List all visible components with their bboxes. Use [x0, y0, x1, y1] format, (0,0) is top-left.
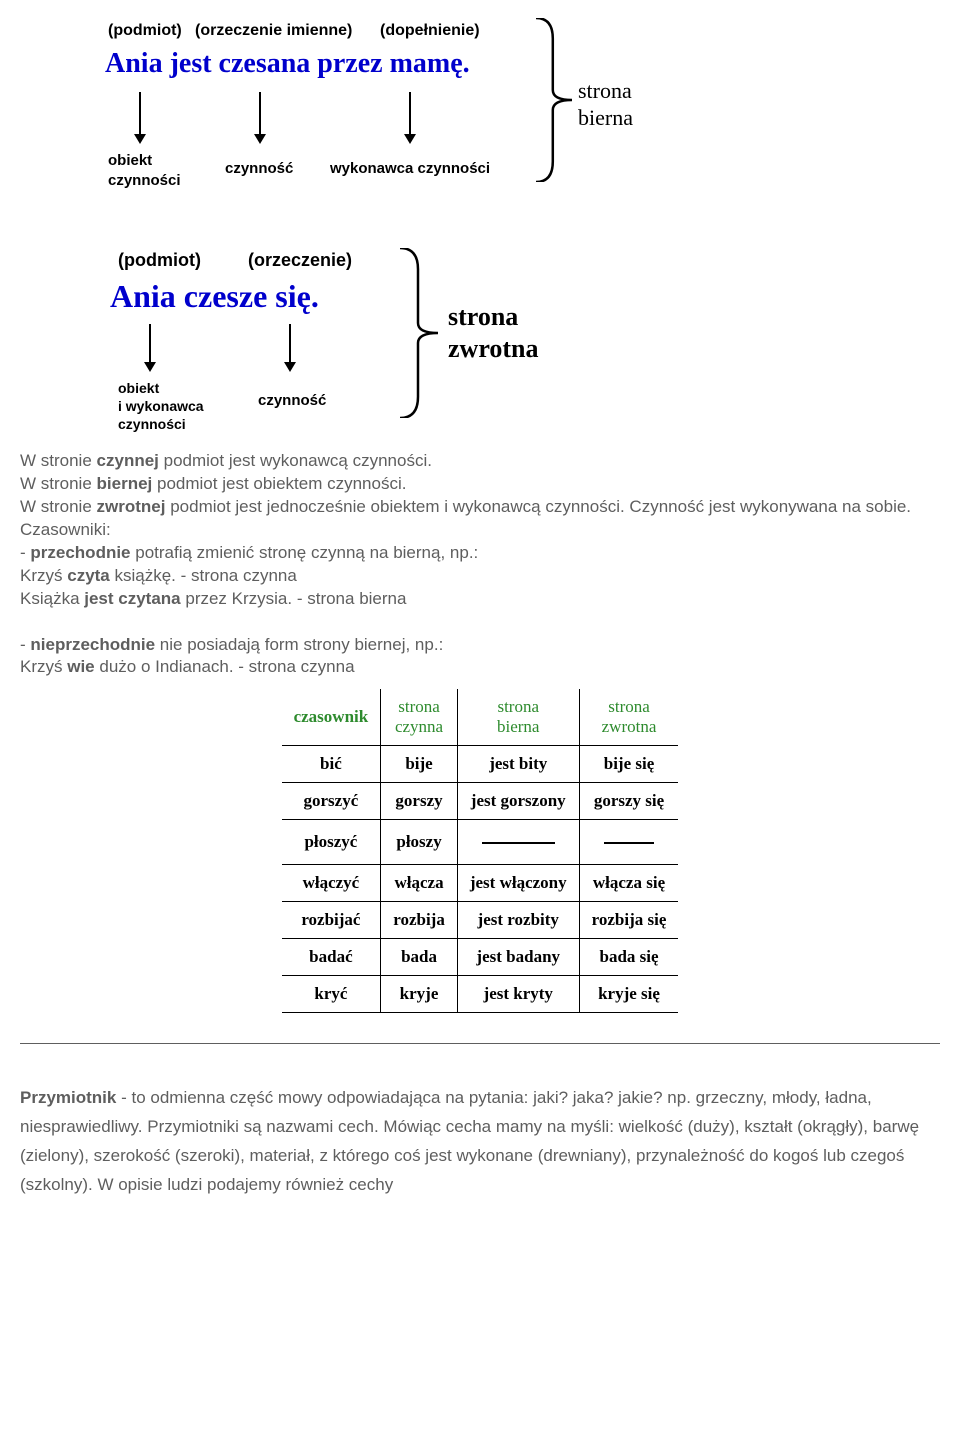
line: - nieprzechodnie nie posiadają form stro… [20, 634, 940, 657]
table-cell: jest włączony [457, 865, 579, 902]
arrow-down-icon [134, 92, 146, 144]
table-cell [457, 820, 579, 865]
voice-type-label: bierna [578, 105, 633, 131]
example-sentence: Ania jest czesana przez mamę. [105, 48, 470, 80]
line: Książka jest czytana przez Krzysia. - st… [20, 588, 940, 611]
table-cell: bada [381, 939, 458, 976]
table-cell: jest bity [457, 746, 579, 783]
table-row: badaćbadajest badanybada się [282, 939, 679, 976]
table-row: płoszyćpłoszy [282, 820, 679, 865]
table-row: włączyćwłączajest włączonywłącza się [282, 865, 679, 902]
semantic-role-label: obiekt [108, 152, 152, 169]
arrow-down-icon [254, 92, 266, 144]
table-cell: jest rozbity [457, 902, 579, 939]
table-cell: rozbija się [579, 902, 678, 939]
table-row: kryćkryjejest krytykryje się [282, 976, 679, 1013]
table-cell: gorszy się [579, 783, 678, 820]
table-cell: gorszy [381, 783, 458, 820]
table-cell: jest gorszony [457, 783, 579, 820]
table-cell: bije [381, 746, 458, 783]
line: Krzyś wie dużo o Indianach. - strona czy… [20, 656, 940, 679]
grammar-role-label: (orzeczenie imienne) [195, 22, 352, 40]
diagram-strona-zwrotna: (podmiot) (orzeczenie) Ania czesze się. obi… [0, 220, 960, 450]
diagram-strona-bierna: (podmiot) (orzeczenie imienne) (dopełnieni… [0, 0, 960, 220]
line: Krzyś czyta książkę. - strona czynna [20, 565, 940, 588]
paragraph-czynna-bierna-zwrotna: W stronie czynnej podmiot jest wykonawcą… [0, 450, 960, 679]
semantic-role-label: wykonawca czynności [330, 160, 490, 177]
table-cell: bada się [579, 939, 678, 976]
verb-conjugation-table: czasownik stronaczynna stronabierna stro… [282, 689, 679, 1013]
table-cell: włącza się [579, 865, 678, 902]
semantic-role-label: czynność [258, 392, 326, 409]
line: Czasowniki: [20, 519, 940, 542]
table-cell: badać [282, 939, 381, 976]
table-cell: rozbijać [282, 902, 381, 939]
table-cell: płoszy [381, 820, 458, 865]
table-cell: kryje się [579, 976, 678, 1013]
col-strona-czynna: stronaczynna [381, 689, 458, 746]
table-row: rozbijaćrozbijajest rozbityrozbija się [282, 902, 679, 939]
table-cell: bije się [579, 746, 678, 783]
semantic-role-label: czynność [225, 160, 293, 177]
semantic-role-label: obiekt [118, 380, 159, 396]
table-cell: jest kryty [457, 976, 579, 1013]
line: - przechodnie potrafią zmienić stronę cz… [20, 542, 940, 565]
paragraph-przymiotnik: Przymiotnik - to odmienna część mowy odp… [0, 1084, 960, 1200]
col-strona-zwrotna: stronazwrotna [579, 689, 678, 746]
separator [20, 1043, 940, 1044]
table-header-row: czasownik stronaczynna stronabierna stro… [282, 689, 679, 746]
table-cell: włącza [381, 865, 458, 902]
grammar-role-label: (podmiot) [108, 22, 182, 40]
table-cell: kryje [381, 976, 458, 1013]
table-cell: gorszyć [282, 783, 381, 820]
semantic-role-label: i wykonawca [118, 398, 204, 414]
voice-type-label: strona [578, 78, 632, 104]
table-row: bićbijejest bitybije się [282, 746, 679, 783]
table-cell: rozbija [381, 902, 458, 939]
table-cell: kryć [282, 976, 381, 1013]
empty-dash-icon [592, 828, 667, 856]
table-row: gorszyćgorszyjest gorszonygorszy się [282, 783, 679, 820]
curly-brace-icon [536, 18, 576, 182]
table-cell: bić [282, 746, 381, 783]
empty-dash-icon [470, 828, 567, 856]
semantic-role-label: czynności [108, 172, 181, 189]
grammar-role-label: (orzeczenie) [248, 250, 352, 271]
table-cell [579, 820, 678, 865]
table-cell: płoszyć [282, 820, 381, 865]
grammar-role-label: (dopełnienie) [380, 22, 480, 40]
line: W stronie czynnej podmiot jest wykonawcą… [20, 450, 940, 473]
table-cell: włączyć [282, 865, 381, 902]
table-cell: jest badany [457, 939, 579, 976]
line: W stronie zwrotnej podmiot jest jednocze… [20, 496, 940, 519]
semantic-role-label: czynności [118, 416, 186, 432]
curly-brace-icon [400, 248, 442, 418]
voice-type-label: zwrotna [448, 334, 539, 364]
col-czasownik: czasownik [282, 689, 381, 746]
line: W stronie biernej podmiot jest obiektem … [20, 473, 940, 496]
arrow-down-icon [144, 324, 156, 372]
grammar-role-label: (podmiot) [118, 250, 201, 271]
example-sentence: Ania czesze się. [110, 278, 319, 315]
arrow-down-icon [284, 324, 296, 372]
col-strona-bierna: stronabierna [457, 689, 579, 746]
arrow-down-icon [404, 92, 416, 144]
voice-type-label: strona [448, 302, 518, 332]
